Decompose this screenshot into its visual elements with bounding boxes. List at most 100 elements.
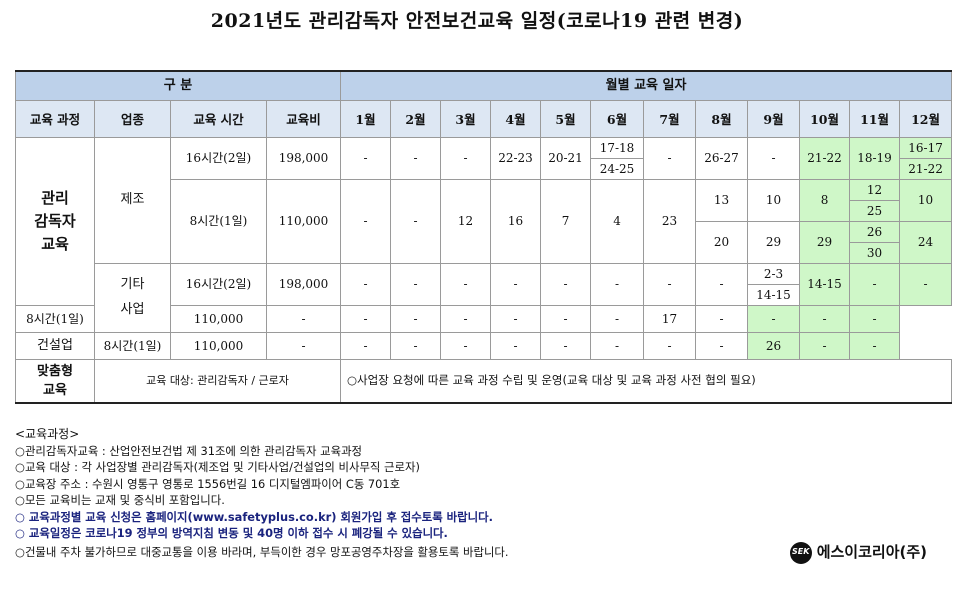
date-cell: -	[390, 137, 442, 180]
note-line: ○교육장 주소 : 수원시 영통구 영통로 1556번길 16 디지털엠파이어 …	[15, 476, 401, 491]
date-cell: -	[390, 305, 442, 333]
table-row: 8시간(1일) 110,000 - - - - - - - 17 - - - -	[15, 305, 952, 333]
date-cell: -	[643, 263, 697, 306]
custom-note: ○사업장 요청에 따른 교육 과정 수립 및 운영(교육 대상 및 교육 과정 …	[340, 359, 953, 404]
date-cell: 23	[643, 179, 697, 264]
date-cell: 18-19	[849, 137, 901, 180]
date-cell: -	[747, 305, 801, 333]
date-cell: 21-22	[899, 158, 953, 180]
header-fee: 교육비	[265, 100, 342, 138]
table-row: 기타 사업 16시간(2일) 198,000 - - - - - - - - 2…	[16, 263, 953, 333]
fee-cell: 198,000	[265, 263, 342, 306]
industry-construction: 건설업	[15, 332, 95, 360]
date-cell: -	[265, 305, 342, 333]
date-cell: 17	[643, 305, 697, 333]
header-course: 교육 과정	[15, 100, 95, 138]
date-cell: 13	[695, 179, 749, 222]
date-cell: 2-3	[747, 263, 801, 285]
date-cell: -	[440, 332, 492, 360]
notes-heading: <교육과정>	[15, 427, 80, 441]
date-cell: -	[590, 332, 645, 360]
industry-other-label: 기타 사업	[120, 277, 145, 317]
table-row: 30	[16, 242, 952, 264]
date-cell: -	[695, 332, 749, 360]
header-row-group: 구 분 월별 교육 일자	[14, 70, 953, 101]
date-cell: 24	[899, 221, 953, 264]
date-cell: -	[849, 305, 901, 333]
time-cell: 16시간(2일)	[170, 137, 267, 180]
time-cell: 8시간(1일)	[94, 332, 171, 360]
fee-cell: 110,000	[265, 179, 342, 264]
fee-cell: 110,000	[170, 332, 267, 360]
date-cell: 26	[849, 221, 901, 243]
note-line-parking: ○건물내 주차 불가하므로 대중교통을 이용 바라며, 부득이한 경우 망포공영…	[15, 545, 509, 560]
date-cell: -	[849, 332, 901, 360]
date-cell: 22-23	[490, 137, 542, 180]
custom-course-cell: 맞춤형 교육	[15, 359, 95, 404]
date-cell: -	[390, 263, 442, 306]
date-cell: 20-21	[540, 137, 592, 180]
date-cell: -	[490, 305, 542, 333]
date-cell: -	[799, 332, 851, 360]
fee-cell: 110,000	[170, 305, 267, 333]
date-cell: -	[799, 305, 851, 333]
header-month-6: 6월	[590, 100, 645, 138]
header-time: 교육 시간	[170, 100, 267, 138]
notes-footer: ○건물내 주차 불가하므로 대중교통을 이용 바라며, 부득이한 경우 망포공영…	[15, 541, 927, 564]
table-row: 맞춤형 교육 교육 대상: 관리감독자 / 근로자 ○사업장 요청에 따른 교육…	[15, 359, 953, 404]
date-cell: 7	[540, 179, 592, 264]
date-cell: -	[340, 137, 392, 180]
header-month-9: 9월	[747, 100, 801, 138]
date-cell: 30	[849, 242, 901, 264]
date-cell: -	[390, 332, 442, 360]
company-logo-icon: SEK	[789, 541, 812, 564]
date-cell: 10	[747, 179, 801, 222]
company-name: 에스이코리아(주)	[816, 543, 927, 562]
table-row: 14-15	[16, 284, 952, 306]
table-row: 24-25 21-22	[16, 158, 953, 180]
page-title: 2021년도 관리감독자 안전보건교육 일정(코로나19 관련 변경)	[210, 10, 744, 32]
time-cell: 8시간(1일)	[15, 305, 95, 333]
note-line: ○모든 교육비는 교재 및 중식비 포함입니다.	[15, 493, 225, 507]
date-cell: -	[899, 263, 953, 306]
date-cell: -	[695, 263, 749, 306]
date-cell: 25	[849, 200, 901, 222]
time-cell: 16시간(2일)	[170, 263, 267, 306]
date-cell: -	[643, 137, 697, 180]
fee-cell: 198,000	[265, 137, 342, 180]
course-name-cell: 관리 감독자 교육	[15, 137, 95, 306]
header-month-7: 7월	[643, 100, 697, 138]
date-cell: 12	[440, 179, 492, 264]
date-cell: -	[747, 137, 801, 180]
industry-mfg: 제조	[94, 137, 171, 264]
table-row: 건설업 8시간(1일) 110,000 - - - - - - - - - 26…	[15, 332, 952, 360]
header-industry: 업종	[94, 100, 171, 138]
date-cell: 29	[799, 221, 851, 264]
date-cell: -	[490, 263, 542, 306]
custom-target: 교육 대상: 관리감독자 / 근로자	[93, 359, 342, 404]
date-cell: 10	[899, 179, 953, 222]
date-cell: -	[340, 305, 392, 333]
table-row: 8시간(1일) 110,000 - - 12 16 7 4 23 13 10 8…	[16, 179, 953, 264]
note-line-emphasis: ○ 교육과정별 교육 신청은 홈페이지(www.safetyplus.co.kr…	[15, 509, 493, 524]
note-line: ○교육 대상 : 각 사업장별 관리감독자(제조업 및 기타사업/건설업의 비사…	[15, 460, 420, 474]
date-cell: -	[390, 179, 442, 264]
header-month-1: 1월	[340, 100, 392, 138]
date-cell: 16-17	[899, 137, 953, 159]
date-cell: 29	[747, 221, 801, 264]
date-cell: -	[265, 332, 342, 360]
date-cell: -	[440, 263, 492, 306]
header-month-3: 3월	[440, 100, 492, 138]
date-cell: -	[590, 305, 645, 333]
header-month-2: 2월	[390, 100, 442, 138]
date-cell: -	[590, 263, 645, 306]
date-cell: -	[340, 332, 392, 360]
date-cell: -	[643, 332, 697, 360]
brand: SEK 에스이코리아(주)	[789, 541, 927, 564]
time-cell: 8시간(1일)	[170, 179, 267, 264]
notes-section: <교육과정> ○관리감독자교육 : 산업안전보건법 제 31조에 의한 관리감독…	[15, 426, 945, 564]
table-row: 25	[16, 200, 952, 222]
date-cell: -	[849, 263, 901, 306]
date-cell: -	[440, 305, 492, 333]
header-month-11: 11월	[849, 100, 901, 138]
